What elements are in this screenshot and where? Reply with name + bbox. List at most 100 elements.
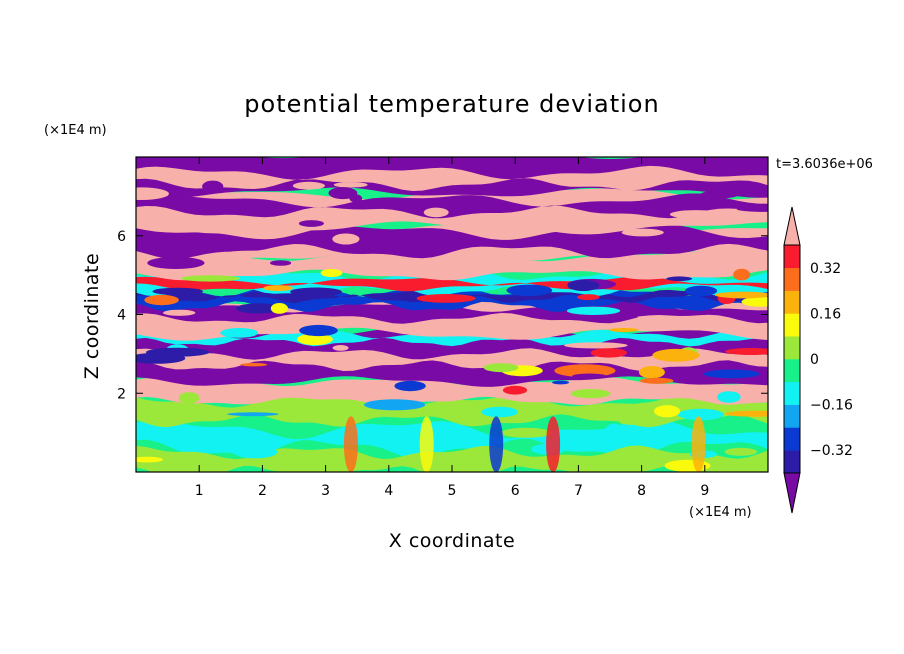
field-blob: [736, 206, 768, 212]
colorbar-segment: [784, 245, 800, 269]
field-blob: [178, 392, 200, 404]
field-blob: [136, 187, 169, 200]
x-unit-label: (×1E4 m): [689, 505, 752, 520]
field-blob: [669, 210, 722, 219]
field-blob: [717, 391, 741, 403]
y-tick-label: 2: [117, 386, 126, 402]
field-blob: [163, 309, 196, 316]
band-pink-2: [136, 348, 768, 371]
field-blob: [233, 445, 278, 459]
field-blob: [152, 287, 204, 296]
field-blob: [299, 324, 338, 337]
field-blob: [202, 180, 224, 193]
field-blob: [554, 364, 616, 378]
field-blob: [483, 363, 519, 373]
field-blob: [136, 352, 186, 364]
field-blob: [502, 385, 528, 395]
colorbar-segment: [784, 381, 800, 405]
x-tick-label: 3: [321, 483, 330, 499]
y-axis: 2 4 6: [117, 229, 768, 402]
field-plume: [489, 416, 504, 472]
field-blob: [228, 250, 282, 255]
field-blob: [725, 348, 768, 355]
band-purple-3: [136, 224, 768, 259]
colorbar-label: 0.32: [810, 261, 841, 277]
y-tick-label: 6: [117, 229, 126, 245]
field-blob: [552, 380, 570, 385]
colorbar-segment: [784, 336, 800, 360]
colorbar-label: −0.32: [810, 443, 853, 459]
field-blob: [609, 328, 639, 332]
field-blob: [652, 348, 700, 362]
chart-title: potential temperature deviation: [244, 90, 659, 118]
field-blob: [180, 275, 241, 282]
field-blob: [328, 187, 358, 200]
field-blob: [292, 181, 325, 190]
y-axis-title: Z coordinate: [81, 253, 103, 379]
field-blob: [621, 228, 664, 237]
field-blob: [478, 163, 522, 173]
field-blob: [639, 377, 674, 384]
x-tick-label: 9: [700, 483, 709, 499]
colorbar-segment: [784, 404, 800, 428]
colorbar: 0.32 0.16 0 −0.16 −0.32: [783, 206, 853, 514]
x-tick-label: 2: [258, 483, 267, 499]
field-blob: [478, 226, 515, 236]
colorbar-label: 0.16: [810, 306, 841, 322]
field-blob: [567, 280, 600, 291]
field-blob: [404, 435, 465, 446]
colorbar-segment: [784, 427, 800, 451]
field-blob: [638, 366, 665, 379]
field-blob: [703, 369, 760, 379]
field-blob: [684, 285, 718, 297]
field-blob: [563, 342, 628, 349]
field-blob: [506, 284, 553, 296]
field-blob: [290, 287, 342, 297]
x-tick-label: 5: [448, 483, 457, 499]
x-axis: 1 2 3 4 5 6 7 8 9: [195, 157, 709, 499]
field-blob: [240, 363, 268, 367]
band-low-lightgreen-2: [136, 394, 768, 428]
band-cyan-2: [136, 329, 768, 347]
field-blob: [332, 345, 349, 351]
colorbar-segment: [784, 267, 800, 291]
field-blob: [270, 260, 292, 266]
y-unit-label: (×1E4 m): [44, 123, 107, 138]
band-purple-4: [136, 193, 768, 219]
x-tick-label: 8: [637, 483, 646, 499]
field-blob: [572, 373, 607, 379]
field-blob: [714, 291, 768, 299]
colorbar-segment: [784, 359, 800, 383]
field-blob: [677, 408, 724, 421]
field-blob: [654, 405, 681, 418]
colorbar-segment: [784, 313, 800, 337]
field-plume: [343, 416, 358, 472]
band-purple-2: [136, 300, 768, 324]
colorbar-segment: [784, 290, 800, 314]
field-blob: [394, 380, 426, 392]
field-blob: [724, 447, 758, 456]
field-blob: [332, 233, 360, 245]
field-blob: [666, 276, 693, 282]
x-tick-label: 4: [384, 483, 393, 499]
field-blob: [144, 294, 179, 306]
field-plume: [546, 416, 561, 472]
field-blob: [570, 389, 611, 399]
colorbar-label: 0: [810, 352, 819, 368]
band-low-lightgreen: [136, 445, 768, 472]
field-blob: [227, 412, 279, 417]
field-blob: [619, 419, 649, 425]
colorbar-label: −0.16: [810, 398, 853, 414]
colorbar-extend-top: [783, 206, 801, 246]
field-blob: [270, 303, 288, 314]
field-blob: [590, 348, 627, 358]
field-blob: [349, 194, 363, 203]
field-plume: [419, 416, 434, 472]
band-pink-1: [136, 376, 768, 406]
x-tick-label: 6: [511, 483, 520, 499]
y-tick-label: 4: [117, 308, 126, 324]
field-blob: [220, 328, 259, 338]
field-blob: [500, 427, 552, 438]
field-blob: [298, 220, 324, 227]
field-blob: [566, 306, 621, 315]
